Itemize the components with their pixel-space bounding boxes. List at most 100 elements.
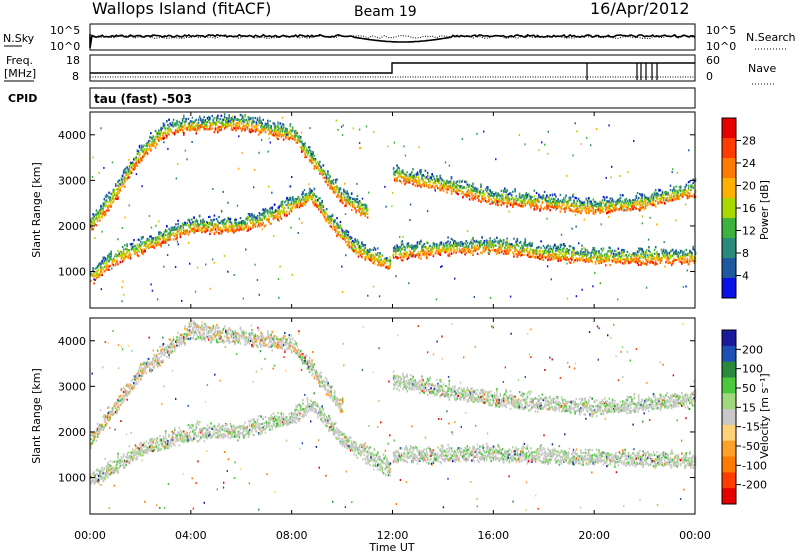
- heatmap-cell: [352, 203, 354, 206]
- heatmap-cell: [320, 169, 322, 172]
- heatmap-cell: [487, 191, 489, 194]
- heatmap-cell: [169, 129, 171, 132]
- heatmap-cell: [345, 241, 347, 244]
- heatmap-cell: [514, 249, 516, 252]
- heatmap-cell: [414, 179, 416, 183]
- heatmap-cell: [548, 248, 550, 251]
- heatmap-cell: [586, 259, 589, 262]
- heatmap-cell: [463, 246, 465, 249]
- heatmap-cell: [262, 128, 264, 131]
- heatmap-cell: [230, 126, 233, 129]
- heatmap-cell: [563, 243, 565, 247]
- heatmap-cell: [375, 258, 378, 261]
- heatmap-cell: [557, 257, 559, 260]
- heatmap-cell: [279, 213, 281, 217]
- heatmap-cell: [228, 224, 230, 227]
- heatmap-cell: [339, 234, 342, 237]
- heatmap-cell: [217, 224, 219, 227]
- heatmap-cell: [285, 127, 287, 130]
- heatmap-cell: [132, 242, 134, 245]
- heatmap-cell: [303, 198, 305, 201]
- heatmap-cell: [330, 181, 333, 185]
- heatmap-cell: [155, 238, 158, 241]
- heatmap-cell: [303, 199, 305, 202]
- heatmap-cell: [239, 226, 242, 229]
- heatmap-cell: [524, 202, 527, 205]
- heatmap-cell: [406, 178, 409, 181]
- heatmap-cell: [200, 219, 202, 222]
- heatmap-cell: [142, 251, 144, 254]
- heatmap-cell: [91, 220, 93, 223]
- heatmap-cell: [627, 258, 630, 261]
- heatmap-cell: [546, 250, 548, 253]
- heatmap-cell: [177, 230, 179, 233]
- heatmap-cell: [243, 222, 245, 225]
- cpid-panel: [89, 87, 696, 109]
- heatmap-cell: [476, 189, 479, 192]
- heatmap-cell: [101, 215, 103, 218]
- heatmap-cell: [476, 241, 479, 244]
- heatmap-cell: [361, 210, 363, 213]
- heatmap-cell: [436, 175, 438, 178]
- heatmap-cell: [187, 117, 190, 120]
- heatmap-cell: [504, 189, 506, 192]
- heatmap-cell: [105, 199, 108, 202]
- heatmap-cell: [191, 229, 193, 232]
- heatmap-cell: [357, 240, 360, 244]
- heatmap-cell: [146, 141, 149, 145]
- heatmap-cell: [159, 131, 161, 134]
- heatmap-cell: [311, 155, 313, 158]
- heatmap-cell: [412, 168, 414, 171]
- heatmap-cell: [535, 191, 538, 195]
- heatmap-cell: [103, 210, 106, 214]
- heatmap-cell: [442, 179, 445, 183]
- heatmap-cell: [194, 222, 196, 225]
- heatmap-cell: [502, 197, 505, 200]
- heatmap-cell: [232, 231, 235, 234]
- heatmap-cell: [654, 259, 657, 262]
- heatmap-cell: [236, 126, 238, 129]
- heatmap-cell: [332, 190, 335, 193]
- heatmap-cell: [382, 260, 385, 263]
- heatmap-cell: [263, 209, 266, 212]
- heatmap-cell: [521, 244, 523, 247]
- heatmap-cell: [274, 214, 277, 217]
- noise-panel: [89, 23, 696, 51]
- heatmap-cell: [272, 132, 275, 135]
- heatmap-cell: [286, 129, 288, 132]
- heatmap-cell: [510, 243, 513, 246]
- heatmap-cell: [468, 195, 471, 198]
- heatmap-cell: [506, 200, 508, 203]
- heatmap-cell: [483, 241, 486, 244]
- heatmap-cell: [141, 251, 143, 254]
- heatmap-cell: [107, 195, 109, 198]
- heatmap-cell: [168, 125, 170, 128]
- heatmap-cell: [316, 167, 319, 170]
- heatmap-cell: [169, 235, 171, 238]
- heatmap-cell: [691, 252, 693, 255]
- heatmap-cell: [171, 131, 174, 134]
- heatmap-cell: [269, 126, 271, 129]
- heatmap-cell: [218, 129, 220, 132]
- heatmap-cell: [506, 195, 508, 198]
- heatmap-cell: [280, 217, 283, 220]
- heatmap-cell: [526, 202, 529, 205]
- heatmap-cell: [308, 160, 311, 163]
- heatmap-cell: [248, 219, 251, 222]
- heatmap-cell: [539, 249, 541, 252]
- heatmap-cell: [286, 128, 288, 131]
- heatmap-cell: [115, 264, 117, 267]
- heatmap-cell: [488, 252, 490, 255]
- heatmap-cell: [346, 195, 348, 198]
- heatmap-cell: [223, 228, 226, 232]
- heatmap-cell: [197, 118, 200, 121]
- heatmap-cell: [217, 220, 219, 223]
- heatmap-cell: [312, 161, 314, 164]
- heatmap-cell: [526, 245, 529, 248]
- heatmap-cell: [634, 259, 637, 262]
- heatmap-cell: [319, 160, 321, 163]
- heatmap-cell: [667, 256, 669, 259]
- heatmap-cell: [664, 251, 666, 255]
- heatmap-cell: [425, 253, 428, 256]
- heatmap-cell: [128, 172, 131, 176]
